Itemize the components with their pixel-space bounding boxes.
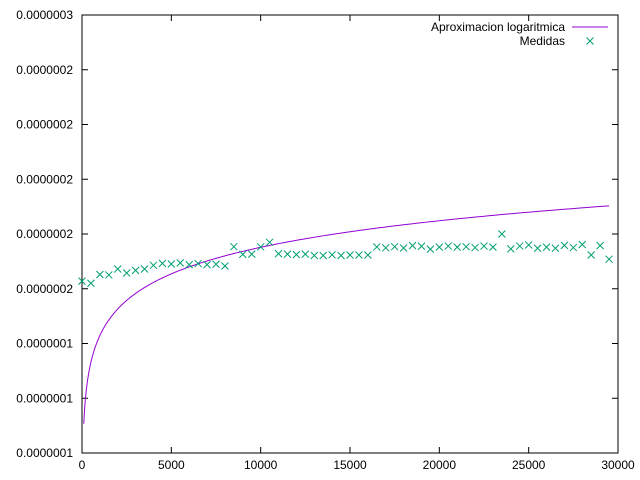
data-point-medidas [140,265,149,273]
data-point-medidas [408,241,417,250]
data-point-medidas [310,251,319,260]
data-point-medidas [364,251,372,259]
data-point-medidas [319,251,328,260]
data-point-medidas [167,260,176,268]
x-tick-label: 0 [79,458,86,472]
x-tick-label: 20000 [423,458,457,472]
data-point-medidas [569,243,578,252]
y-tick-label: 0.0000001 [16,337,73,351]
data-point-medidas [122,269,131,277]
data-point-medidas [506,245,515,253]
y-tick-label: 0.0000002 [16,227,73,241]
y-tick-label: 0.0000002 [16,118,73,132]
y-tick-label: 0.0000001 [16,391,73,405]
data-point-medidas [444,242,453,250]
data-point-medidas [194,259,202,268]
data-point-medidas [328,250,336,259]
data-point-medidas [283,250,292,259]
series-line-aproximacion [83,205,610,424]
y-tick-label: 0.0000002 [16,282,73,296]
data-point-medidas [372,243,381,251]
data-point-medidas [587,251,596,259]
data-point-medidas [480,242,488,250]
data-point-medidas [301,250,310,259]
data-point-medidas [551,244,560,253]
data-point-medidas [390,242,399,251]
legend-label: Aproximacion logaritmica [431,20,565,34]
data-point-medidas [560,241,569,250]
plot-frame [81,14,619,454]
data-point-medidas [149,261,158,270]
data-point-medidas [346,251,354,259]
data-point-medidas [256,243,265,251]
data-point-medidas [96,270,104,279]
data-point-medidas [176,259,185,267]
data-point-medidas [489,243,497,251]
data-point-medidas [596,241,604,250]
data-point-medidas [230,242,238,251]
data-point-medidas [399,244,408,252]
data-point-medidas [104,271,113,279]
data-point-medidas [185,260,194,269]
data-point-medidas [238,250,247,259]
data-point-medidas [578,240,587,249]
data-point-medidas [113,265,122,273]
data-point-medidas [542,243,551,251]
data-point-medidas [533,244,542,253]
data-point-medidas [524,241,533,249]
data-point-medidas [471,243,479,252]
data-point-medidas [605,255,613,264]
data-point-medidas [417,242,426,251]
data-point-medidas [381,243,390,252]
x-axis-ticks: 0 5000 10000 15000 20000 25000 30000 [79,15,635,472]
data-point-medidas [203,260,211,269]
y-tick-label: 0.0000003 [16,8,73,22]
data-point-medidas [462,242,470,251]
data-point-medidas [426,245,435,253]
x-tick-label: 25000 [512,458,546,472]
data-point-medidas [515,242,524,250]
data-point-medidas [435,243,444,251]
y-axis-ticks: 0.0000001 0.0000001 0.0000001 0.0000002 0.00… [16,8,618,460]
data-point-medidas [87,279,95,288]
data-point-medidas [265,238,274,247]
y-tick-label: 0.0000002 [16,63,73,77]
x-tick-label: 10000 [244,458,278,472]
data-point-medidas [78,277,86,285]
x-tick-label: 15000 [333,458,367,472]
data-point-medidas [247,250,256,259]
data-point-medidas [498,230,506,238]
data-point-medidas [158,259,167,268]
data-point-medidas [337,251,345,260]
data-point-medidas [453,243,462,251]
x-tick-label: 30000 [601,458,635,472]
data-point-medidas [274,249,283,258]
data-point-medidas [212,260,220,269]
y-tick-label: 0.0000002 [16,172,73,186]
y-tick-label: 0.0000001 [16,446,73,460]
legend-marker-swatch [586,37,594,45]
x-tick-label: 5000 [158,458,185,472]
series-layer [78,205,613,424]
legend-label: Medidas [520,34,565,48]
data-point-medidas [355,251,363,259]
data-point-medidas [292,250,301,259]
data-point-medidas [221,262,229,270]
data-point-medidas [131,266,140,275]
